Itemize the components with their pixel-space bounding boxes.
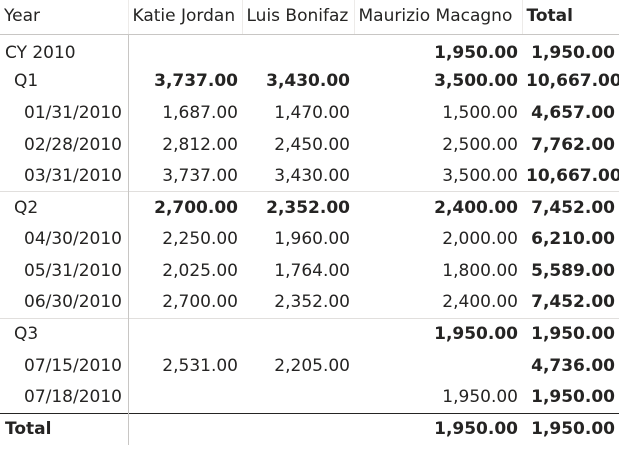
grand-total-cell: [128, 412, 242, 445]
value-cell: 1,764.00: [274, 260, 350, 281]
value-cell: 2,352.00: [242, 191, 354, 224]
row-quarter-q3: Q3 1,950.00 1,950.00: [0, 317, 619, 350]
row-date: 05/31/2010 2,025.00 1,764.00 1,800.00 5,…: [0, 255, 619, 287]
value-cell: [128, 34, 242, 66]
total-cell: 7,762.00: [531, 134, 615, 155]
value-cell: 1,950.00: [434, 43, 518, 64]
value-cell: 3,737.00: [162, 165, 238, 186]
value-cell: 2,205.00: [274, 355, 350, 376]
total-cell: 1,950.00: [522, 317, 619, 350]
row-date: 07/15/2010 2,531.00 2,205.00 4,736.00: [0, 349, 619, 382]
row-year-cy-2010: CY 2010 1,950.00 1,950.00: [0, 34, 619, 66]
row-label[interactable]: 07/18/2010: [0, 381, 129, 414]
total-cell: 5,589.00: [531, 260, 615, 281]
row-quarter-q2: Q2 2,700.00 2,352.00 2,400.00 7,452.00: [0, 191, 619, 224]
value-cell: 3,430.00: [274, 165, 350, 186]
value-cell: [128, 317, 242, 350]
value-cell: 3,737.00: [154, 71, 238, 92]
grand-total-label: Total: [0, 412, 129, 445]
value-cell: [242, 34, 354, 66]
total-cell: 4,736.00: [531, 355, 615, 376]
value-cell: 2,700.00: [128, 191, 242, 224]
grand-total-row: Total 1,950.00 1,950.00: [0, 412, 619, 445]
row-label[interactable]: 03/31/2010: [0, 160, 129, 192]
value-cell: 1,950.00: [442, 387, 518, 408]
total-cell: 7,452.00: [531, 292, 615, 313]
grand-total-cell: 1,950.00: [522, 412, 619, 445]
column-header-katie-jordan[interactable]: Katie Jordan: [127, 0, 242, 35]
header-row: Year Katie Jordan Luis Bonifaz Maurizio …: [0, 0, 619, 35]
total-cell: 7,452.00: [522, 191, 619, 224]
row-date: 04/30/2010 2,250.00 1,960.00 2,000.00 6,…: [0, 223, 619, 256]
value-cell: 1,500.00: [442, 102, 518, 123]
value-cell: 2,531.00: [162, 355, 238, 376]
row-label[interactable]: CY 2010: [0, 34, 129, 66]
total-cell: 1,950.00: [531, 387, 615, 408]
value-cell: 2,025.00: [162, 260, 238, 281]
grand-total-cell: [242, 412, 354, 445]
column-header-total[interactable]: Total: [521, 0, 619, 35]
value-cell: 3,500.00: [434, 71, 518, 92]
value-cell: 1,950.00: [354, 317, 522, 350]
row-date: 06/30/2010 2,700.00 2,352.00 2,400.00 7,…: [0, 286, 619, 319]
row-date: 03/31/2010 3,737.00 3,430.00 3,500.00 10…: [0, 160, 619, 192]
value-cell: 1,960.00: [274, 229, 350, 250]
total-cell: 10,667.00: [526, 165, 619, 186]
value-cell: 2,000.00: [442, 229, 518, 250]
value-cell: [128, 382, 242, 414]
row-quarter-q1: Q1 3,737.00 3,430.00 3,500.00 10,667.00: [0, 65, 619, 98]
column-header-luis-bonifaz[interactable]: Luis Bonifaz: [241, 0, 354, 35]
row-label[interactable]: 05/31/2010: [0, 255, 129, 287]
total-cell: 10,667.00: [526, 71, 619, 92]
row-header-year[interactable]: Year: [0, 0, 128, 35]
row-date: 02/28/2010 2,812.00 2,450.00 2,500.00 7,…: [0, 128, 619, 161]
value-cell: 3,500.00: [442, 165, 518, 186]
matrix-body: CY 2010 1,950.00 1,950.00 Q1 3,737.00 3,…: [0, 34, 619, 445]
total-cell: 4,657.00: [531, 102, 615, 123]
matrix-table: Year Katie Jordan Luis Bonifaz Maurizio …: [0, 0, 619, 445]
value-cell: 1,800.00: [442, 260, 518, 281]
row-label[interactable]: 02/28/2010: [0, 128, 129, 161]
value-cell: 2,352.00: [274, 292, 350, 313]
row-label[interactable]: Q2: [0, 191, 129, 224]
value-cell: 2,450.00: [274, 134, 350, 155]
value-cell: 1,687.00: [162, 102, 238, 123]
value-cell: 2,700.00: [162, 292, 238, 313]
row-label[interactable]: 01/31/2010: [0, 97, 129, 129]
value-cell: [242, 317, 354, 350]
total-cell: 1,950.00: [531, 43, 615, 64]
total-cell: 6,210.00: [531, 229, 615, 250]
column-header-maurizio-macagno[interactable]: Maurizio Macagno: [353, 0, 522, 35]
value-cell: 2,400.00: [354, 191, 522, 224]
row-label[interactable]: 04/30/2010: [0, 223, 129, 256]
value-cell: 2,400.00: [442, 292, 518, 313]
value-cell: 3,430.00: [266, 71, 350, 92]
row-label[interactable]: 07/15/2010: [0, 349, 129, 382]
value-cell: 1,470.00: [274, 102, 350, 123]
row-label[interactable]: 06/30/2010: [0, 286, 129, 319]
grand-total-cell: 1,950.00: [354, 412, 522, 445]
value-cell: 2,500.00: [442, 134, 518, 155]
row-label[interactable]: Q3: [0, 317, 129, 350]
value-cell: [354, 350, 522, 382]
row-label[interactable]: Q1: [0, 65, 129, 98]
row-date: 07/18/2010 1,950.00 1,950.00: [0, 381, 619, 414]
row-date: 01/31/2010 1,687.00 1,470.00 1,500.00 4,…: [0, 97, 619, 129]
value-cell: 2,812.00: [162, 134, 238, 155]
value-cell: 2,250.00: [162, 229, 238, 250]
value-cell: [242, 382, 354, 414]
